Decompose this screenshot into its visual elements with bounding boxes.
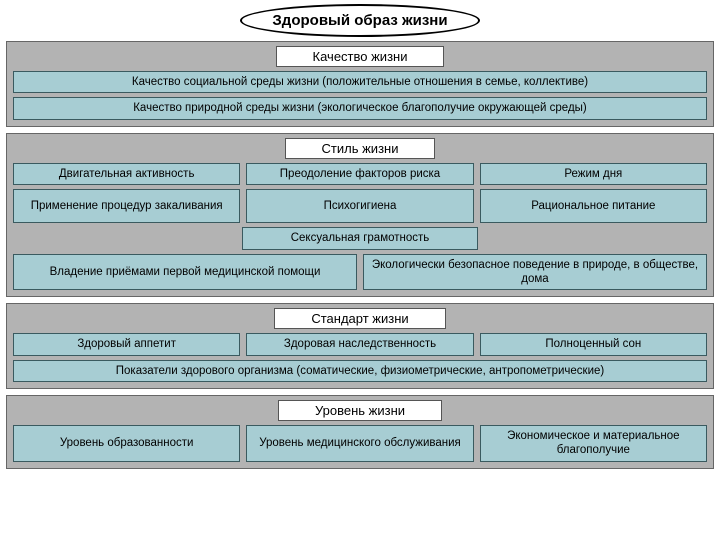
info-box: Психогигиена — [246, 189, 473, 223]
info-box: Владение приёмами первой медицинской пом… — [13, 254, 357, 291]
row: Владение приёмами первой медицинской пом… — [13, 254, 707, 291]
info-box: Уровень медицинского обслуживания — [246, 425, 473, 462]
info-box: Здоровая наследственность — [246, 333, 473, 355]
info-box: Режим дня — [480, 163, 707, 185]
row: Уровень образованности Уровень медицинск… — [13, 425, 707, 462]
section-level: Уровень жизни Уровень образованности Уро… — [6, 395, 714, 469]
info-box: Показатели здорового организма (соматиче… — [13, 360, 707, 382]
info-box: Двигательная активность — [13, 163, 240, 185]
info-box: Сексуальная грамотность — [242, 227, 479, 249]
info-box: Полноценный сон — [480, 333, 707, 355]
section-header-wrap: Уровень жизни — [13, 400, 707, 421]
info-box: Экономическое и материальное благополучи… — [480, 425, 707, 462]
info-box: Качество социальной среды жизни (положит… — [13, 71, 707, 93]
row: Двигательная активность Преодоление факт… — [13, 163, 707, 185]
row: Здоровый аппетит Здоровая наследственнос… — [13, 333, 707, 355]
info-box: Экологически безопасное поведение в прир… — [363, 254, 707, 291]
section-standard: Стандарт жизни Здоровый аппетит Здоровая… — [6, 303, 714, 389]
section-style: Стиль жизни Двигательная активность Прео… — [6, 133, 714, 298]
info-box: Качество природной среды жизни (экологич… — [13, 97, 707, 119]
row: Качество природной среды жизни (экологич… — [13, 97, 707, 119]
row: Показатели здорового организма (соматиче… — [13, 360, 707, 382]
section-quality: Качество жизни Качество социальной среды… — [6, 41, 714, 127]
row: Применение процедур закаливания Психогиг… — [13, 189, 707, 223]
info-box: Здоровый аппетит — [13, 333, 240, 355]
section-header: Уровень жизни — [278, 400, 442, 421]
section-header: Стиль жизни — [285, 138, 436, 159]
row: Сексуальная грамотность — [13, 227, 707, 249]
diagram-title: Здоровый образ жизни — [240, 4, 479, 37]
row: Качество социальной среды жизни (положит… — [13, 71, 707, 93]
section-header-wrap: Стандарт жизни — [13, 308, 707, 329]
info-box: Преодоление факторов риска — [246, 163, 473, 185]
diagram-title-wrap: Здоровый образ жизни — [6, 4, 714, 37]
section-header-wrap: Качество жизни — [13, 46, 707, 67]
section-header: Качество жизни — [276, 46, 445, 67]
info-box: Применение процедур закаливания — [13, 189, 240, 223]
info-box: Рациональное питание — [480, 189, 707, 223]
section-header: Стандарт жизни — [274, 308, 445, 329]
section-header-wrap: Стиль жизни — [13, 138, 707, 159]
info-box: Уровень образованности — [13, 425, 240, 462]
